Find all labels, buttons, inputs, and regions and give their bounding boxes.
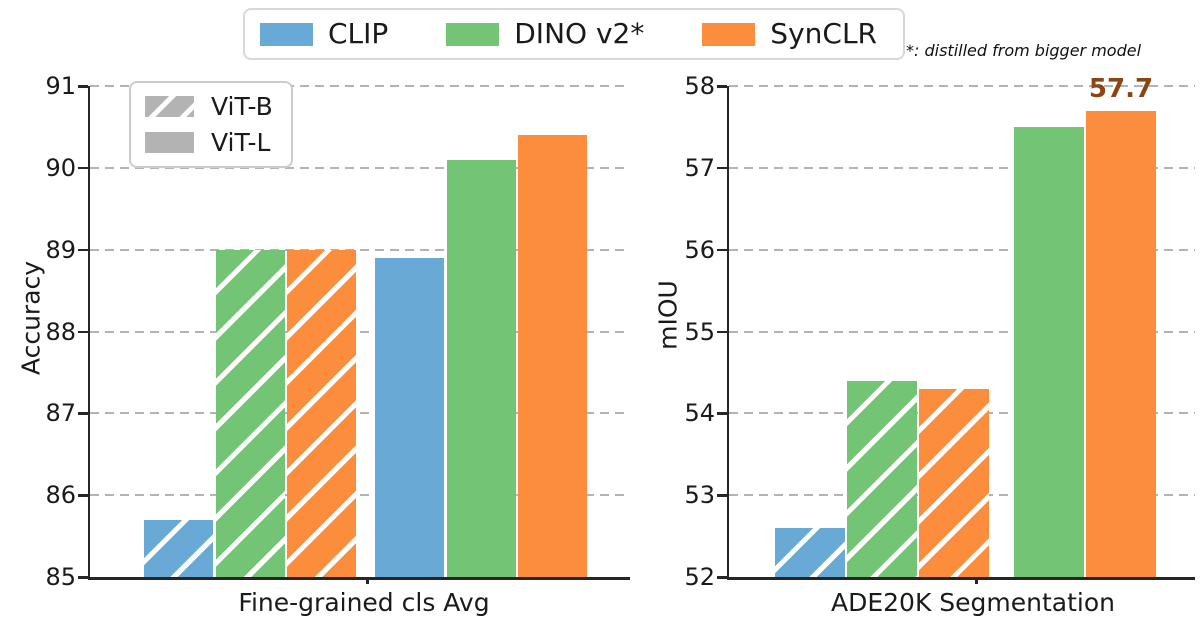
- legend-item-dinov2: DINO v2*: [446, 20, 644, 48]
- plot-area-right: 52 53 54 55 56 57 58 57.7: [684, 72, 1195, 591]
- legend-item-synclr: SynCLR: [702, 20, 877, 48]
- y-tick-55: [717, 330, 727, 333]
- x-tick: [366, 577, 369, 584]
- legend-label-clip: CLIP: [328, 17, 389, 50]
- y-tick-label-55: 55: [684, 317, 715, 346]
- bar-dino-v2-vit-l: [446, 159, 516, 577]
- y-tick-label-90: 90: [45, 153, 76, 182]
- y-tick-label-85: 85: [45, 563, 76, 591]
- y-tick-label-87: 87: [45, 399, 76, 428]
- dinov2-color-swatch-icon: [446, 22, 500, 46]
- y-tick-label-91: 91: [45, 72, 76, 100]
- y-tick-53: [717, 494, 727, 497]
- plot-area-left: ViT-B ViT-L 85 86 87 88 89 90 91: [45, 72, 630, 591]
- bar-clip-vit-l: [375, 257, 444, 577]
- bar-dino-v2-vit-l: [1014, 126, 1084, 577]
- y-tick-52: [717, 576, 727, 579]
- gridline-87: [90, 412, 630, 415]
- y-tick-label-54: 54: [684, 399, 715, 428]
- bar-synclr-vit-l: [1086, 110, 1156, 577]
- vitb-hatched-swatch-icon: [145, 96, 194, 117]
- gridline-91: [90, 85, 630, 87]
- distilled-note: *: distilled from bigger model: [906, 41, 1142, 60]
- y-tick-88: [78, 330, 88, 333]
- arch-legend: ViT-B ViT-L: [129, 81, 293, 168]
- y-tick-89: [78, 248, 88, 252]
- y-tick-label-86: 86: [45, 481, 76, 510]
- y-tick-85: [78, 576, 88, 579]
- y-tick-58: [717, 85, 727, 88]
- gridline-86: [90, 494, 630, 497]
- clip-color-swatch-icon: [260, 22, 313, 46]
- gridline-55: [729, 330, 1195, 333]
- legend-item-vitb: ViT-B: [145, 94, 273, 119]
- y-tick-57: [717, 166, 727, 170]
- x-tick: [975, 577, 978, 584]
- y-tick-label-52: 52: [684, 563, 715, 591]
- y-tick-90: [78, 166, 88, 170]
- legend-label-synclr: SynCLR: [770, 17, 877, 50]
- y-tick-86: [78, 494, 88, 497]
- gridline-57: [729, 166, 1195, 169]
- legend-label-dinov2: DINO v2*: [514, 17, 645, 50]
- bar-clip-vit-b: [775, 527, 845, 577]
- y-tick-label-57: 57: [684, 153, 715, 182]
- model-legend: CLIP DINO v2* SynCLR: [243, 8, 905, 60]
- bar-dino-v2-vit-b: [847, 380, 917, 577]
- x-axis-label-left: Fine-grained cls Avg: [238, 588, 490, 617]
- y-tick-91: [78, 85, 88, 88]
- x-axis-label-right: ADE20K Segmentation: [830, 588, 1116, 617]
- legend-item-clip: CLIP: [260, 20, 388, 48]
- bar-synclr-vit-l: [518, 135, 587, 577]
- gridline-88: [90, 330, 630, 333]
- y-tick-56: [717, 248, 727, 252]
- bar-value-annotation: 57.7: [1088, 73, 1154, 104]
- legend-item-vitl: ViT-L: [145, 130, 273, 155]
- bar-synclr-vit-b: [919, 388, 989, 577]
- synclr-color-swatch-icon: [702, 22, 756, 46]
- bar-dino-v2-vit-b: [215, 249, 285, 577]
- y-tick-label-56: 56: [684, 235, 715, 264]
- y-tick-label-58: 58: [684, 72, 715, 100]
- bar-clip-vit-b: [144, 519, 213, 577]
- legend-label-vitl: ViT-L: [211, 128, 271, 157]
- y-tick-label-53: 53: [684, 481, 715, 510]
- y-tick-label-88: 88: [45, 317, 76, 346]
- legend-label-vitb: ViT-B: [211, 92, 273, 121]
- bar-synclr-vit-b: [287, 249, 356, 577]
- gridline-90: [90, 166, 630, 169]
- y-tick-54: [717, 412, 727, 415]
- y-tick-label-89: 89: [45, 235, 76, 264]
- vitl-solid-swatch-icon: [145, 132, 194, 153]
- gridline-58: [729, 85, 1195, 87]
- gridline-56: [729, 248, 1195, 251]
- gridline-89: [90, 248, 630, 251]
- y-tick-87: [78, 412, 88, 415]
